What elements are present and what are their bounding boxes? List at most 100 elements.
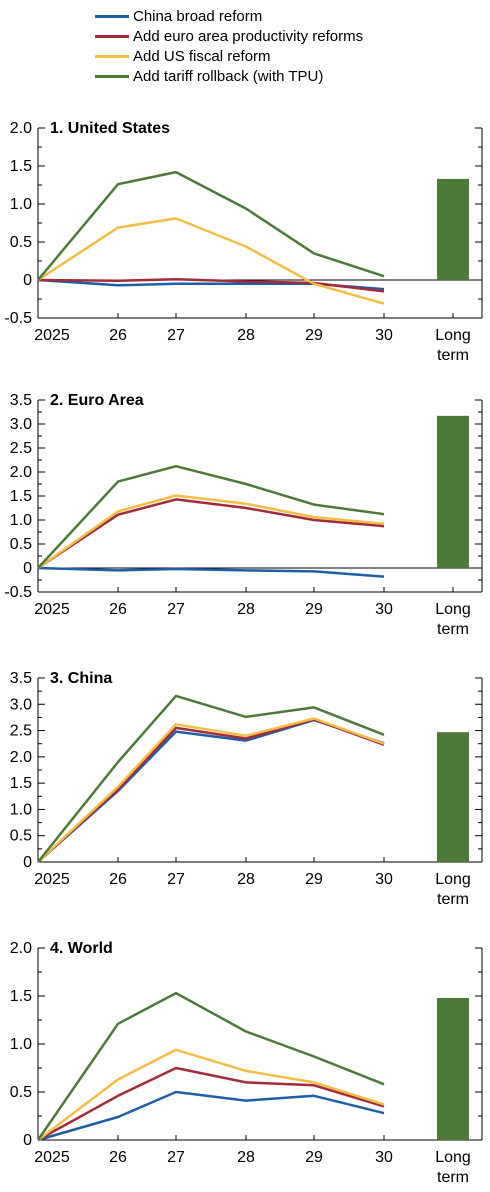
x-tick-label: 27: [167, 327, 185, 344]
y-tick-label: 0: [23, 272, 32, 289]
legend: China broad reform Add euro area product…: [95, 6, 363, 86]
y-tick-label: 1.0: [10, 512, 32, 529]
legend-swatch-tariff: [95, 74, 129, 78]
x-tick-label: 30: [375, 601, 393, 618]
series-line-1: [37, 566, 385, 578]
x-tick-label: 29: [305, 327, 323, 344]
long-term-bar: [437, 732, 469, 862]
series-line-1: [37, 1090, 385, 1142]
legend-swatch-us-fiscal: [95, 54, 129, 58]
legend-swatch-china: [95, 14, 129, 18]
x-tick-label: 28: [237, 1149, 255, 1166]
panel-title: 1. United States: [50, 120, 170, 137]
x-tick-label: 26: [109, 327, 127, 344]
panel-title: 3. China: [50, 670, 112, 687]
series-line-2: [37, 718, 385, 863]
y-tick-label: 1.5: [10, 775, 32, 792]
y-tick-label: 0.5: [10, 828, 32, 845]
long-term-bar: [437, 415, 469, 568]
long-term-bar: [437, 178, 469, 280]
panel-2: -0.5 0 0.5 1.0 1.5 2.0 2.5 3.0 3.5 2. Euro Area 20…: [4, 392, 483, 638]
series-line-2: [37, 277, 385, 293]
x-tick-label: 27: [167, 871, 185, 888]
x-tick-label: 2025: [34, 1149, 70, 1166]
x-tick-label-long-term: term: [437, 1169, 469, 1186]
series-line-3: [37, 494, 385, 570]
x-tick-label: 30: [375, 327, 393, 344]
panel-title: 4. World: [50, 940, 113, 957]
y-tick-label: 3.5: [10, 670, 32, 687]
long-term-bar: [437, 997, 469, 1140]
y-tick-label: 2.5: [10, 723, 32, 740]
y-tick-label: 1.5: [10, 158, 32, 175]
y-tick-label: 0: [23, 854, 32, 871]
y-tick-label: 1.5: [10, 488, 32, 505]
x-tick-label: 28: [237, 327, 255, 344]
y-tick-label: 3.0: [10, 416, 32, 433]
panel-title: 2. Euro Area: [50, 392, 144, 409]
series-line-2: [37, 498, 385, 570]
legend-item-euro: Add euro area productivity reforms: [95, 26, 363, 46]
y-tick-label: 2.5: [10, 440, 32, 457]
legend-item-us-fiscal: Add US fiscal reform: [95, 46, 363, 66]
y-tick-label: 0.5: [10, 536, 32, 553]
x-tick-label: 30: [375, 871, 393, 888]
legend-item-china: China broad reform: [95, 6, 363, 26]
legend-label-tariff: Add tariff rollback (with TPU): [133, 67, 324, 85]
series-line-1: [37, 718, 385, 863]
x-tick-label: 2025: [34, 601, 70, 618]
x-tick-label: 2025: [34, 871, 70, 888]
y-tick-label: 1.5: [10, 988, 32, 1005]
x-tick-label: 29: [305, 871, 323, 888]
legend-label-euro: Add euro area productivity reforms: [133, 27, 364, 45]
legend-label-china: China broad reform: [133, 7, 263, 25]
y-tick-label: -0.5: [4, 584, 32, 601]
y-tick-label: 0.5: [10, 1084, 32, 1101]
x-tick-label: 29: [305, 1149, 323, 1166]
y-tick-label: 1.0: [10, 196, 32, 213]
panel-1: -0.5 0 0.5 1.0 1.5 2.0 1. United States 2025 26 2…: [4, 120, 483, 364]
y-tick-label: 2.0: [10, 940, 32, 957]
series-line-4: [36, 991, 385, 1141]
y-tick-label: 0.5: [10, 234, 32, 251]
x-tick-label: 30: [375, 1149, 393, 1166]
x-tick-label-long-term: Long: [435, 871, 471, 888]
series-line-4: [37, 694, 385, 863]
y-tick-label: 3.5: [10, 392, 32, 409]
series-line-3: [37, 217, 385, 305]
x-tick-label-long-term: Long: [435, 327, 471, 344]
x-tick-label-long-term: Long: [435, 601, 471, 618]
legend-swatch-euro: [95, 34, 129, 38]
x-tick-label-long-term: term: [437, 891, 469, 908]
y-tick-label: 0: [23, 560, 32, 577]
y-tick-label: 0: [23, 1132, 32, 1149]
y-tick-label: -0.5: [4, 310, 32, 327]
legend-item-tariff: Add tariff rollback (with TPU): [95, 66, 363, 86]
x-tick-label: 2025: [34, 327, 70, 344]
x-tick-label-long-term: term: [437, 621, 469, 638]
panel-3: 0 0.5 1.0 1.5 2.0 2.5 3.0 3.5 3. China 2025 26 27 28…: [10, 670, 483, 908]
series-line-3: [37, 1048, 385, 1141]
x-tick-label: 26: [109, 1149, 127, 1166]
y-tick-label: 2.0: [10, 120, 32, 137]
series-line-2: [37, 1066, 385, 1142]
x-tick-label: 26: [109, 871, 127, 888]
y-tick-label: 3.0: [10, 696, 32, 713]
x-tick-label: 26: [109, 601, 127, 618]
y-tick-label: 1.0: [10, 801, 32, 818]
series-line-4: [37, 464, 385, 569]
x-tick-label: 28: [237, 871, 255, 888]
legend-label-us-fiscal: Add US fiscal reform: [133, 47, 271, 65]
x-tick-label: 27: [167, 601, 185, 618]
series-line-3: [37, 717, 385, 863]
series-line-4: [37, 170, 385, 281]
y-tick-label: 2.0: [10, 749, 32, 766]
x-tick-label: 28: [237, 601, 255, 618]
x-tick-label: 27: [167, 1149, 185, 1166]
panel-4: 0 0.5 1.0 1.5 2.0 4. World 2025 26 27 28 29 30 Long t…: [10, 940, 483, 1186]
x-tick-label: 29: [305, 601, 323, 618]
y-tick-label: 2.0: [10, 464, 32, 481]
y-tick-label: 1.0: [10, 1036, 32, 1053]
x-tick-label-long-term: Long: [435, 1149, 471, 1166]
